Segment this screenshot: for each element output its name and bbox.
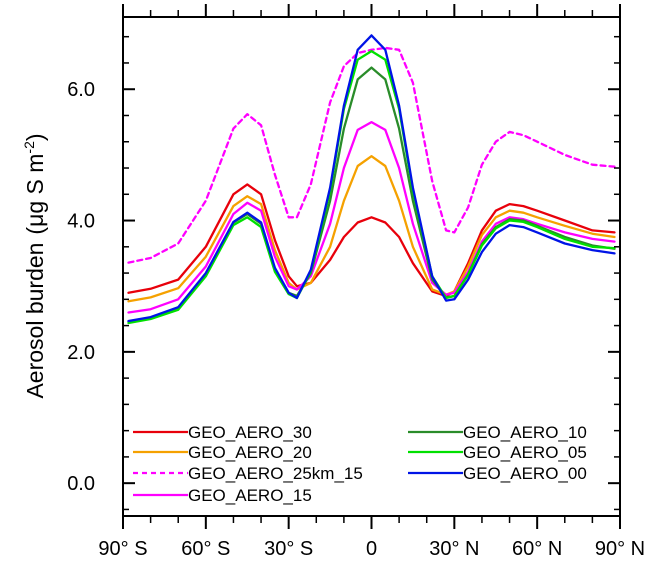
x-tick-label: 60° N bbox=[512, 538, 562, 560]
series-line-geo-aero-00 bbox=[127, 34, 616, 323]
series-line-geo-aero-30 bbox=[127, 183, 616, 298]
legend-item-geo-aero-10: GEO_AERO_10 bbox=[408, 423, 587, 442]
legend-item-geo-aero-05: GEO_AERO_05 bbox=[408, 443, 587, 462]
legend-label: GEO_AERO_05 bbox=[463, 443, 587, 462]
y-tick-label: 6.0 bbox=[67, 79, 95, 101]
y-tick-label: 0.0 bbox=[67, 473, 95, 495]
series-line-geo-aero-10 bbox=[127, 66, 616, 323]
series-line-geo-aero-15 bbox=[127, 120, 616, 314]
y-axis-label-unit: (μg S m bbox=[22, 154, 48, 235]
legend-item-geo-aero-20: GEO_AERO_20 bbox=[133, 443, 312, 462]
legend-label: GEO_AERO_30 bbox=[188, 423, 312, 442]
y-tick-label: 2.0 bbox=[67, 342, 95, 364]
y-axis-label: Aerosol burden (μg S m-2) bbox=[21, 133, 48, 398]
legend-item-geo-aero-30: GEO_AERO_30 bbox=[133, 423, 312, 442]
y-tick-label: 4.0 bbox=[67, 211, 95, 233]
y-axis-label-unit-sup: -2 bbox=[21, 141, 37, 154]
y-axis-label-unit-close: ) bbox=[22, 133, 48, 141]
y-axis-label-main: Aerosol burden bbox=[22, 243, 48, 399]
legend-label: GEO_AERO_10 bbox=[463, 423, 587, 442]
legend-label: GEO_AERO_15 bbox=[188, 486, 312, 505]
axes-layer: 90° S 60° S 30° S 0 30° N 60° N 90° N 0.0 2.0 4.0… bbox=[67, 4, 645, 560]
series-line-geo-aero-25km-15 bbox=[127, 46, 616, 264]
legend-label: GEO_AERO_20 bbox=[188, 443, 312, 462]
x-tick-label: 90° S bbox=[98, 538, 147, 560]
x-tick-label: 30° S bbox=[264, 538, 313, 560]
legend-label: GEO_AERO_25km_15 bbox=[188, 464, 363, 483]
legend-item-geo-aero-15: GEO_AERO_15 bbox=[133, 486, 312, 505]
legend-item-geo-aero-25km-15: GEO_AERO_25km_15 bbox=[133, 464, 363, 483]
x-tick-label: 90° N bbox=[595, 538, 645, 560]
x-tick-label: 60° S bbox=[181, 538, 230, 560]
legend-label: GEO_AERO_00 bbox=[463, 464, 587, 483]
series-line-geo-aero-05 bbox=[127, 49, 616, 325]
series-layer bbox=[127, 34, 616, 325]
x-tick-label: 0 bbox=[366, 538, 377, 560]
x-tick-label: 30° N bbox=[429, 538, 479, 560]
legend-item-geo-aero-00: GEO_AERO_00 bbox=[408, 464, 587, 483]
series-line-geo-aero-20 bbox=[127, 155, 616, 303]
